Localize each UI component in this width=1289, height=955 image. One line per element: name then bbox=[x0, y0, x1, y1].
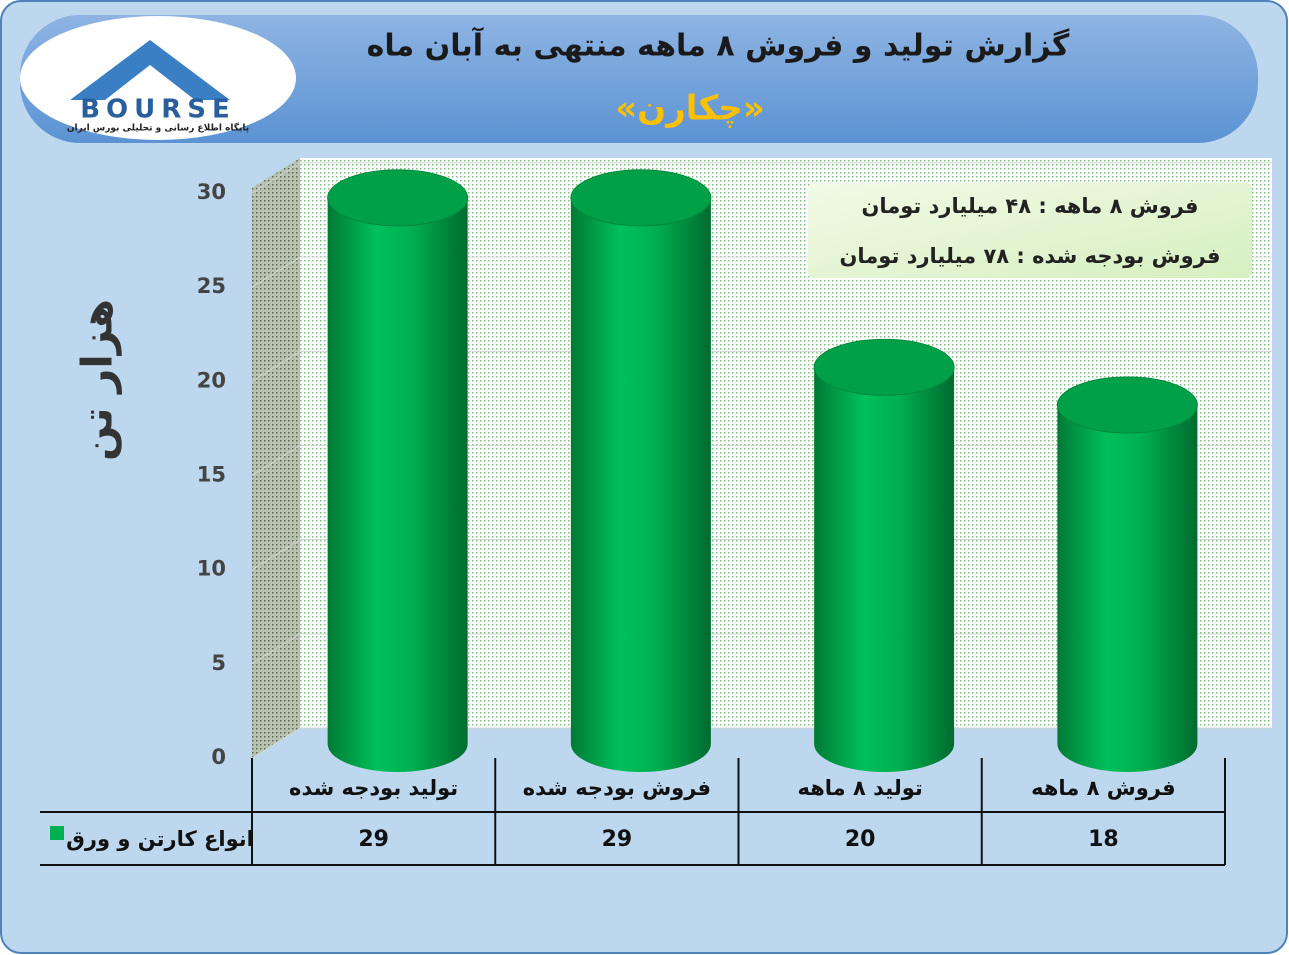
grid-line bbox=[251, 633, 301, 665]
grid-line bbox=[251, 162, 301, 194]
note: فروش ۸ ماهه : ۴۸ میلیارد تومان bbox=[861, 194, 1198, 218]
header-banner bbox=[20, 15, 1258, 143]
grid-line bbox=[251, 727, 301, 759]
chart-title: گزارش تولید و فروش ۸ ماهه منتهی به آبان … bbox=[367, 27, 1070, 64]
logo-badge bbox=[20, 16, 296, 140]
x-tick-label: تولید ۸ ماهه bbox=[797, 776, 922, 800]
y-tick-label: 25 bbox=[197, 274, 226, 298]
bar-top bbox=[1056, 376, 1198, 434]
y-tick-label: 20 bbox=[197, 368, 226, 392]
data-table: تولید بودجه شده 29 فروش بودجه شده 29 تولید ۸… bbox=[40, 758, 1226, 866]
data-label: 18 bbox=[1088, 827, 1119, 852]
bar-body bbox=[1057, 405, 1198, 773]
logo-tagline: پایگاه اطلاع رسانی و تحلیلی بورس ایران bbox=[67, 122, 249, 134]
y-tick-label: 0 bbox=[211, 745, 226, 769]
note: فروش بودجه شده : ۷۸ میلیارد تومان bbox=[840, 244, 1221, 268]
grid-line bbox=[251, 445, 301, 476]
bar bbox=[327, 169, 469, 773]
data-label: 29 bbox=[358, 827, 389, 852]
bar-top bbox=[813, 338, 955, 396]
bar bbox=[1056, 376, 1198, 773]
plot: 0 5 10 15 20 25 30 bbox=[197, 162, 1272, 773]
data-label: 20 bbox=[845, 827, 876, 852]
y-tick-label: 5 bbox=[211, 651, 226, 675]
legend-swatch bbox=[50, 826, 64, 840]
grid-line bbox=[251, 350, 301, 382]
bar bbox=[570, 169, 712, 773]
bar-body bbox=[570, 197, 711, 773]
chart-subtitle: «چکارن» bbox=[615, 89, 765, 129]
grid-line bbox=[251, 256, 301, 288]
logo-icon bbox=[70, 40, 230, 100]
back-wall bbox=[300, 158, 1272, 728]
y-tick-label: 10 bbox=[197, 557, 226, 581]
y-axis-label: هزار تن bbox=[73, 299, 123, 461]
bar-body bbox=[327, 197, 468, 773]
logo-name: BOURSE bbox=[80, 95, 236, 125]
bar-top bbox=[327, 169, 469, 227]
x-tick-label: تولید بودجه شده bbox=[289, 776, 458, 800]
y-tick-label: 15 bbox=[197, 463, 226, 487]
bar bbox=[813, 338, 955, 773]
grid-line bbox=[251, 539, 301, 571]
x-tick-label: فروش بودجه شده bbox=[523, 776, 711, 800]
bar-body bbox=[814, 367, 955, 773]
note-box bbox=[808, 183, 1252, 278]
legend-label: انواع کارتن و ورق bbox=[66, 827, 254, 851]
data-label: 29 bbox=[602, 827, 633, 852]
y-tick-label: 30 bbox=[197, 180, 226, 204]
x-tick-label: فروش ۸ ماهه bbox=[1031, 776, 1175, 800]
side-wall bbox=[252, 158, 300, 758]
bar-top bbox=[570, 169, 712, 227]
